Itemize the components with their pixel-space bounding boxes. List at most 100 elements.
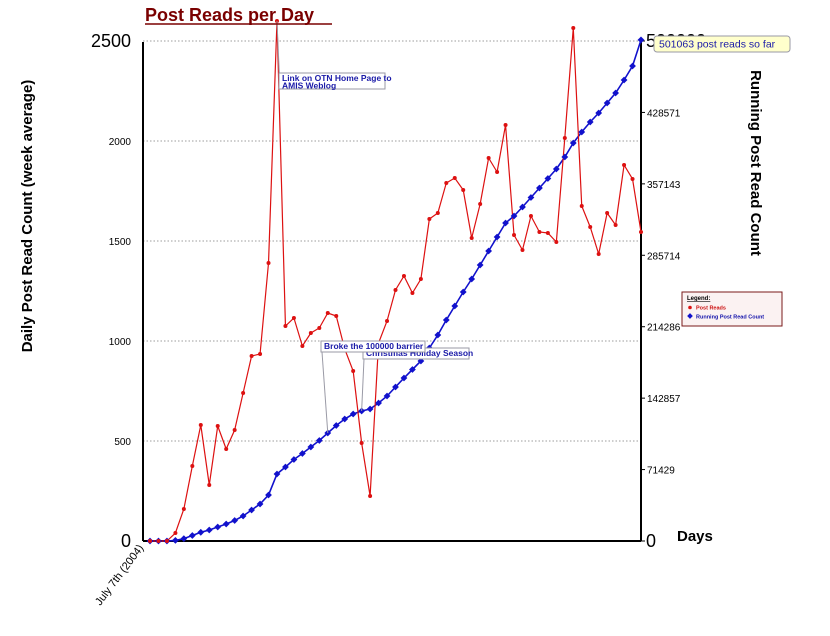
running-count-point: [586, 118, 594, 126]
running-count-point: [409, 366, 416, 373]
running-count-point: [493, 233, 501, 241]
right-tick-label: 285714: [647, 251, 681, 262]
running-count-point: [383, 392, 391, 400]
post-reads-line: [150, 20, 642, 542]
y2-axis-title: Running Post Read Count: [747, 70, 764, 256]
running-count-point: [527, 194, 535, 201]
post-reads-point: [461, 188, 466, 192]
running-count-point: [188, 532, 196, 539]
left-tick-label: 1000: [109, 337, 132, 348]
post-reads-point: [224, 447, 229, 451]
running-count-point: [298, 450, 306, 457]
post-reads-point: [605, 211, 610, 215]
post-reads-point: [503, 123, 508, 127]
post-reads-point: [639, 230, 643, 234]
post-reads-point: [528, 214, 533, 218]
left-tick-labels: 0 500 1000 1500 2000 2500: [91, 31, 131, 551]
post-reads-point: [588, 225, 593, 229]
post-reads-point: [596, 252, 601, 256]
post-reads-point: [571, 26, 576, 30]
right-tick-labels: 0714291428572142862857143571434285715000…: [641, 31, 706, 551]
right-tick-label: 214286: [647, 323, 681, 334]
running-count-point: [400, 374, 408, 382]
post-reads-point: [351, 369, 356, 373]
post-reads-point: [283, 324, 288, 328]
running-count-point: [578, 128, 586, 136]
right-tick-label: 428571: [647, 108, 681, 119]
legend-label-running: Running Post Read Count: [696, 315, 764, 321]
right-tick-label: 0: [646, 531, 656, 551]
running-count-point: [375, 399, 382, 407]
running-count-point: [239, 512, 247, 520]
post-reads-point: [334, 314, 339, 318]
left-tick-label: 2500: [91, 31, 131, 51]
post-reads-point: [579, 204, 584, 208]
post-reads-point: [486, 156, 491, 160]
x-axis-title: Days: [677, 528, 713, 545]
running-count-point: [552, 165, 560, 173]
legend-title: Legend:: [687, 296, 710, 302]
running-count-point: [442, 316, 450, 324]
post-reads-point: [452, 176, 457, 180]
running-count-point: [256, 500, 264, 508]
running-count-point: [282, 463, 289, 471]
legend-marker-post-reads: [688, 305, 692, 310]
x-start-label: July 7th (2004): [93, 543, 146, 608]
running-count-point: [476, 261, 484, 269]
right-tick-label: 142857: [647, 394, 681, 405]
post-reads-point: [359, 441, 364, 445]
right-tick-label: 71429: [647, 466, 675, 477]
running-count-point: [248, 506, 255, 514]
post-reads-point: [317, 326, 322, 330]
running-count-point: [290, 456, 298, 463]
annotation-100000: Broke the 100000 barrier: [320, 340, 426, 434]
post-reads-point: [512, 233, 517, 237]
running-count-point: [172, 537, 179, 544]
running-count-point: [485, 247, 493, 255]
gridlines: [143, 40, 641, 442]
annotation-leader: [321, 351, 329, 434]
running-count-point: [197, 528, 205, 536]
running-count-point: [629, 62, 636, 70]
post-reads-point: [478, 202, 483, 206]
right-tick-label: 357143: [647, 180, 681, 191]
post-reads-point: [181, 507, 186, 511]
running-count-point: [366, 405, 374, 413]
post-reads-point: [173, 531, 178, 535]
running-count-point: [265, 491, 272, 499]
post-reads-point: [562, 136, 567, 140]
running-count-point: [273, 470, 281, 478]
post-reads-point: [495, 170, 500, 174]
post-reads-point: [368, 494, 373, 498]
post-reads-point: [291, 316, 296, 320]
running-count-point: [603, 99, 611, 107]
post-reads-point: [190, 464, 195, 468]
legend-box: [681, 291, 783, 327]
left-tick-label: 1500: [109, 237, 132, 248]
legend-marker-running: [687, 313, 693, 319]
running-count-point: [519, 203, 526, 211]
running-count-point: [595, 109, 603, 117]
post-reads-point: [401, 274, 406, 278]
annotation-text: Link on OTN Home Page to: [282, 73, 392, 83]
running-count-point: [569, 139, 577, 147]
running-count-point: [612, 89, 619, 97]
running-count-point: [205, 526, 213, 534]
post-reads-point: [393, 288, 398, 292]
annotation-text: AMIS Weblog: [282, 81, 336, 91]
post-reads-point: [545, 231, 550, 235]
running-count-point: [561, 153, 569, 161]
post-reads-point: [198, 423, 203, 427]
left-tick-label: 0: [121, 531, 131, 551]
post-reads-point: [630, 177, 635, 181]
post-reads-point: [207, 483, 212, 487]
post-reads-point: [613, 223, 618, 227]
running-count-point: [434, 331, 442, 339]
running-count-point: [214, 523, 222, 531]
post-reads-point: [427, 217, 432, 221]
annotation-total: 501063 post reads so far: [653, 35, 791, 53]
running-count-point: [231, 517, 239, 524]
